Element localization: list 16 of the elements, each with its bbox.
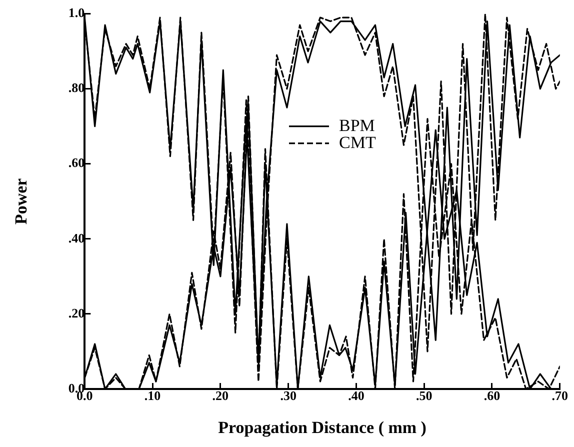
y-tick-label: .80: [68, 80, 85, 96]
y-tick-label: .40: [68, 230, 85, 246]
y-tick-label: .60: [68, 155, 85, 170]
x-tick-label: .30: [280, 388, 296, 404]
y-tick-label: 1.0: [68, 5, 85, 20]
legend-label: CMT: [338, 132, 376, 152]
x-tick-label: .20: [212, 388, 229, 404]
x-tick-label: .70: [552, 388, 568, 404]
x-tick-label: .50: [416, 388, 432, 404]
x-tick-label: .60: [484, 388, 500, 404]
y-axis-title: Power: [12, 178, 31, 225]
x-axis-title: Propagation Distance ( mm ): [218, 418, 426, 438]
x-tick-label: .40: [348, 388, 364, 404]
y-tick-label: .20: [68, 305, 85, 320]
legend-label: BPM: [338, 116, 375, 135]
x-tick-label: .10: [144, 388, 161, 404]
